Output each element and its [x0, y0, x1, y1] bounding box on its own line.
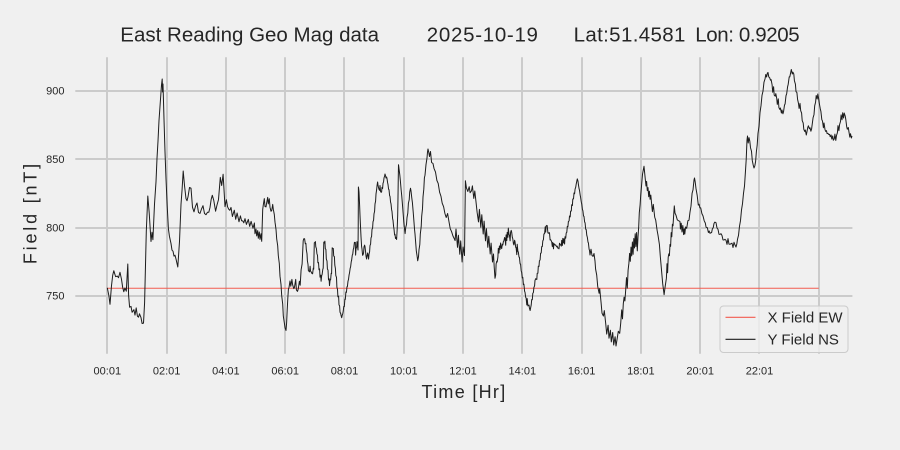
svg-text:20:01: 20:01	[686, 366, 714, 378]
svg-text:Y Field NS: Y Field NS	[768, 331, 839, 348]
svg-text:04:01: 04:01	[212, 366, 240, 378]
svg-text:08:01: 08:01	[331, 366, 359, 378]
svg-text:X Field EW: X Field EW	[768, 309, 844, 326]
svg-text:18:01: 18:01	[627, 366, 655, 378]
svg-text:Time [Hr]: Time [Hr]	[421, 382, 506, 402]
svg-text:10:01: 10:01	[390, 366, 418, 378]
svg-text:00:01: 00:01	[94, 366, 122, 378]
svg-text:800: 800	[46, 222, 64, 234]
svg-text:900: 900	[46, 86, 64, 98]
svg-text:06:01: 06:01	[271, 366, 299, 378]
svg-text:750: 750	[46, 291, 64, 303]
svg-text:14:01: 14:01	[509, 366, 537, 378]
svg-text:East Reading Geo Mag data: East Reading Geo Mag data	[120, 24, 379, 47]
svg-text:Lat:51.4581: Lat:51.4581	[574, 24, 686, 47]
svg-text:12:01: 12:01	[449, 366, 477, 378]
svg-text:22:01: 22:01	[746, 366, 774, 378]
svg-text:02:01: 02:01	[153, 366, 181, 378]
svg-text:Lon: 0.9205: Lon: 0.9205	[695, 24, 799, 47]
svg-text:850: 850	[46, 154, 64, 166]
svg-text:2025-10-19: 2025-10-19	[427, 24, 539, 47]
svg-text:16:01: 16:01	[568, 366, 596, 378]
svg-text:Field [nT]: Field [nT]	[21, 161, 41, 264]
